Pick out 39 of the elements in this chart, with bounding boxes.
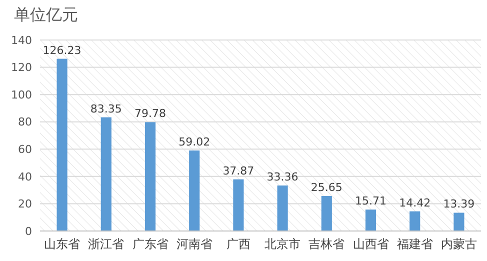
x-tick-label: 浙江省 [88,237,124,251]
data-label: 79.78 [134,107,166,120]
bar [100,117,112,231]
x-tick-label: 山西省 [352,237,389,251]
bar [410,211,420,231]
bar [321,196,332,231]
data-label: 83.35 [90,102,122,116]
x-tick-label: 吉林省 [308,237,345,251]
data-label: 14.42 [399,196,431,210]
bar [233,179,244,231]
y-tick-label: 60 [18,142,32,156]
x-tick-label: 内蒙古 [440,237,477,251]
x-tick-label: 广西 [226,237,250,251]
bar [189,150,200,231]
data-label: 25.65 [310,181,342,194]
x-tick-label: 福建省 [396,237,433,251]
y-tick-label: 20 [18,198,32,211]
y-tick-label: 100 [11,88,32,102]
bar [277,185,288,231]
data-label: 37.87 [222,164,254,178]
x-tick-label: 山东省 [44,237,80,251]
data-label: 126.23 [42,44,82,57]
data-label: 13.39 [443,198,475,211]
x-tick-label: 广东省 [132,237,168,251]
chart-title: 单位亿元 [14,5,78,24]
y-tick-label: 0 [25,224,32,238]
data-label: 59.02 [178,135,210,148]
bar [454,212,464,231]
data-label: 33.36 [266,170,298,184]
y-tick-label: 140 [11,34,32,47]
x-tick-label: 河南省 [176,237,212,251]
bar [365,210,376,231]
y-tick-label: 40 [18,170,32,184]
bar [144,122,156,231]
x-tick-label: 北京市 [264,237,301,251]
data-label: 15.71 [355,194,386,208]
bar [56,58,68,231]
y-tick-label: 120 [11,61,32,74]
y-tick-label: 80 [18,116,32,129]
